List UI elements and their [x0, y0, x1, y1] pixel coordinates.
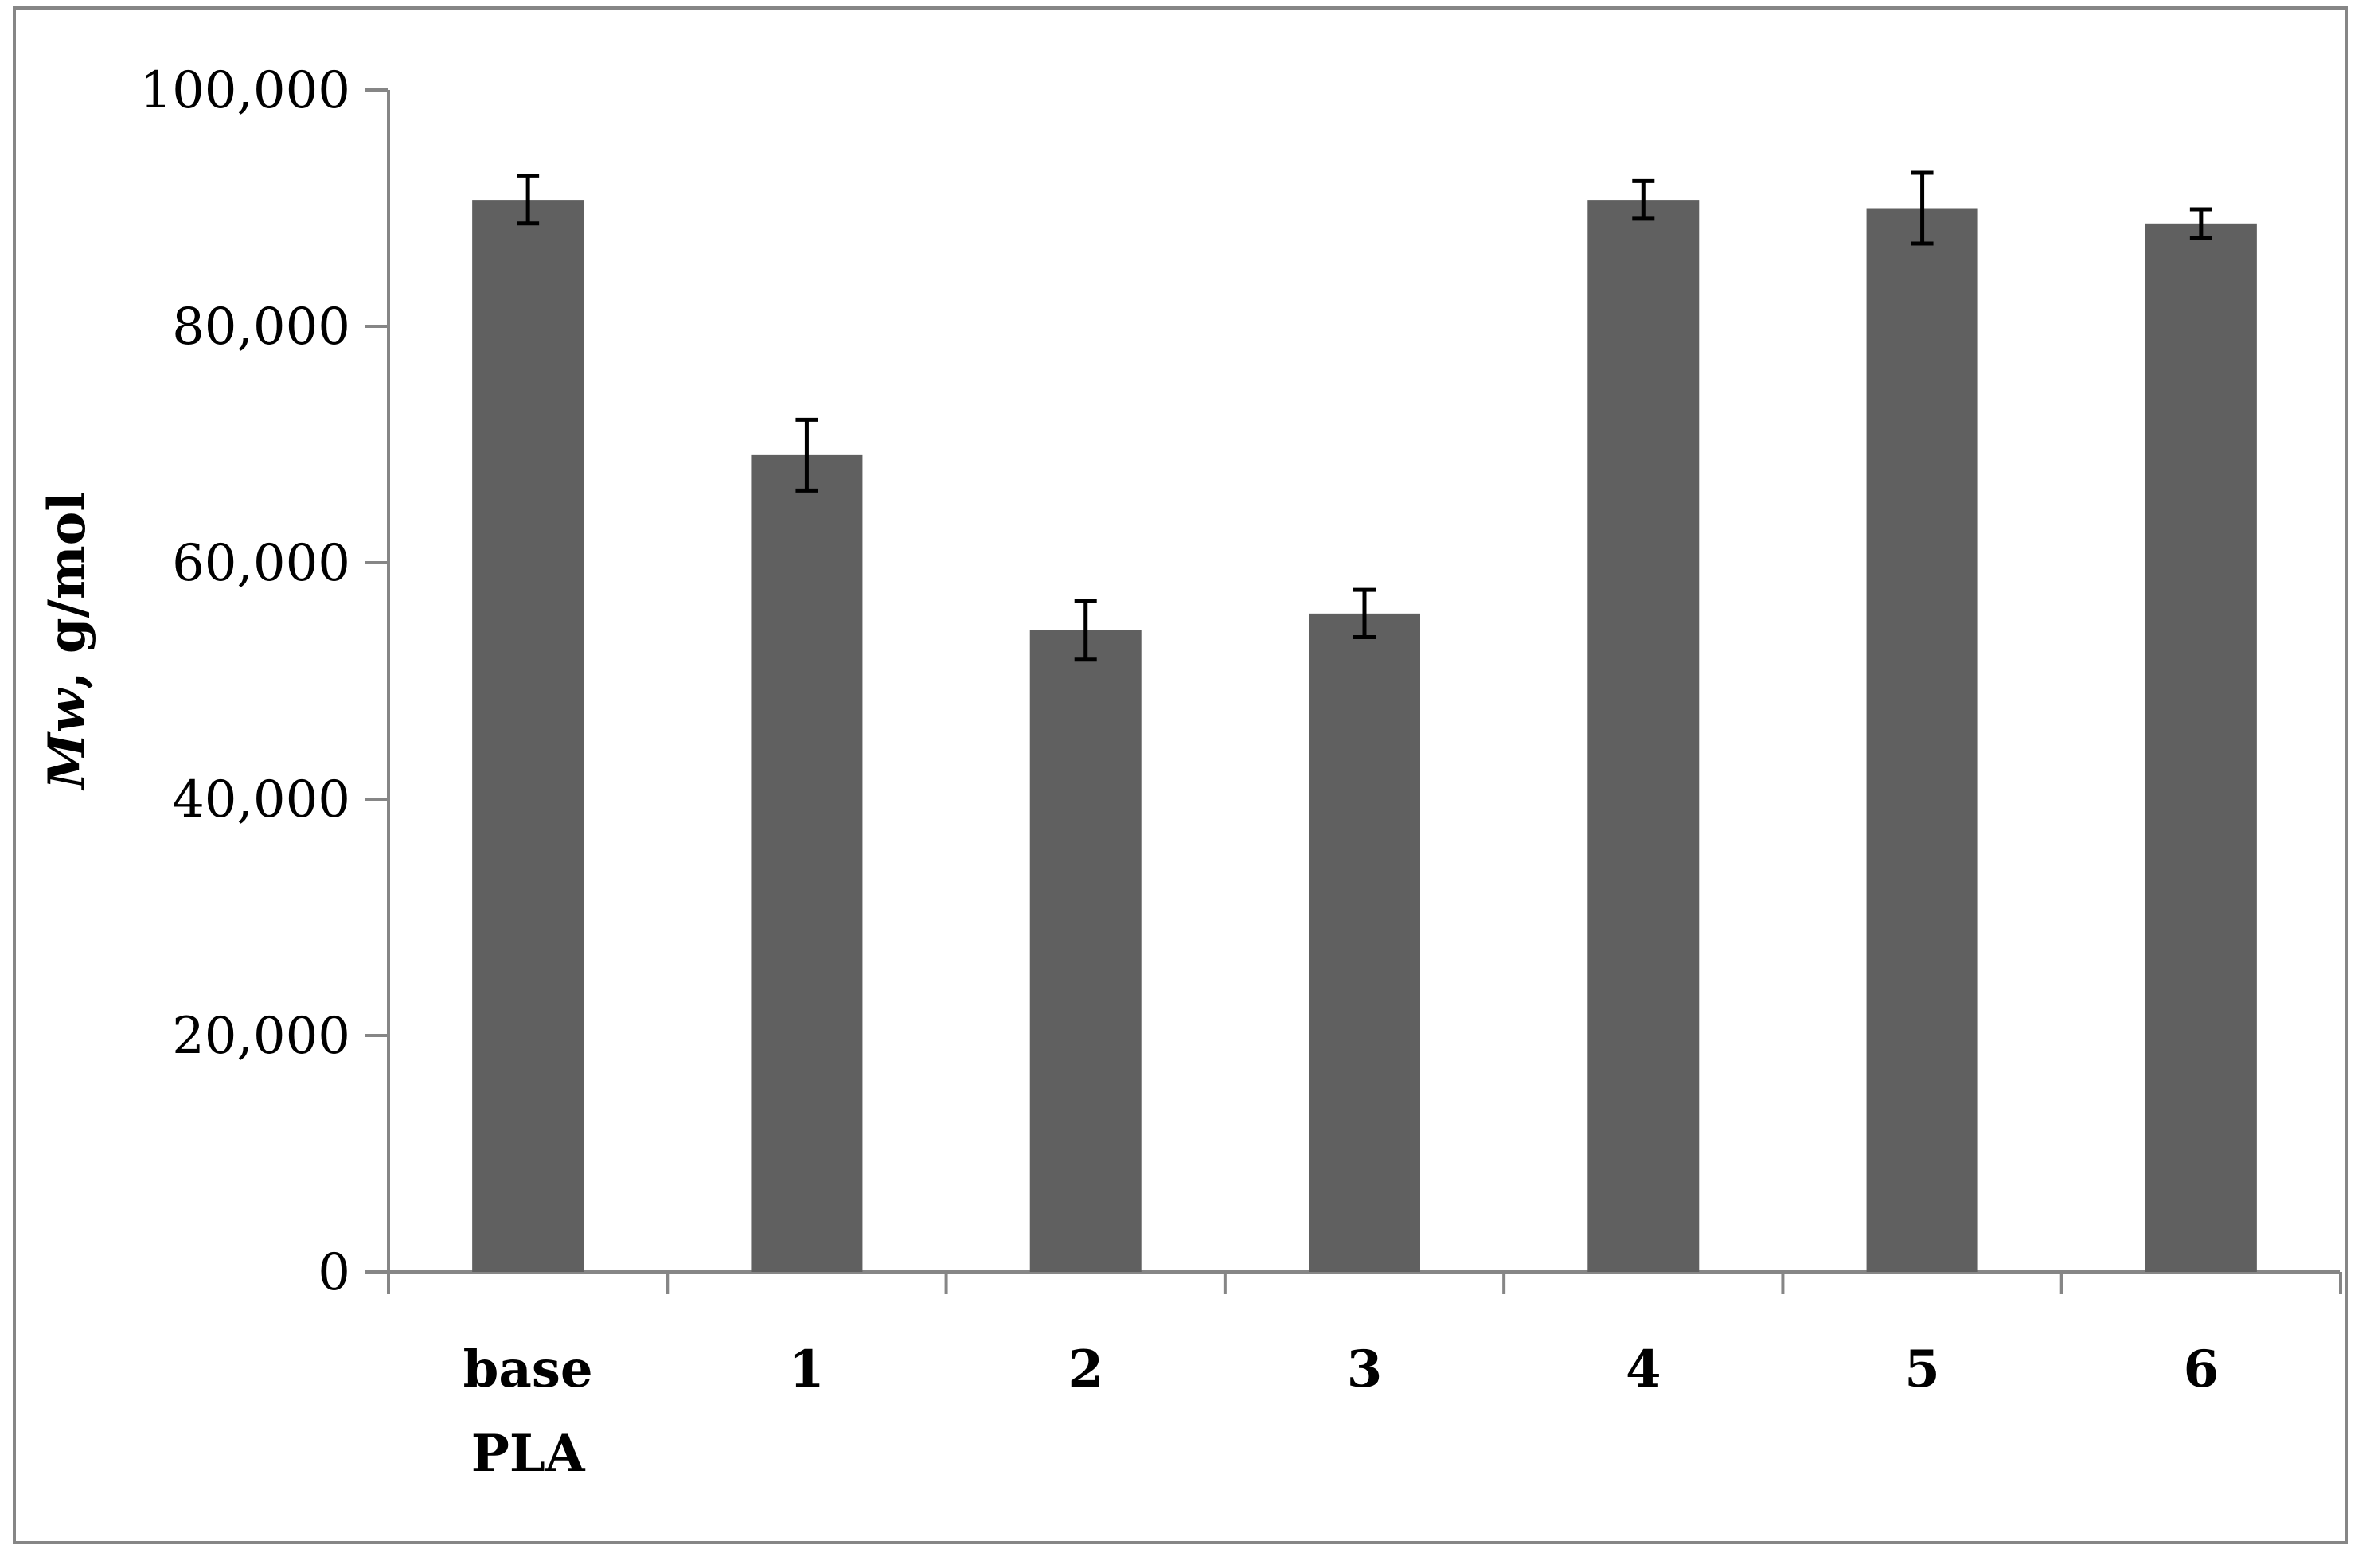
bar [1029, 630, 1142, 1272]
bar [2145, 223, 2257, 1273]
bar [1587, 200, 1700, 1273]
x-category-label: 4 [1626, 1340, 1661, 1399]
error-bar [1911, 170, 1934, 246]
bar [751, 454, 863, 1272]
x-category-label: 3 [1347, 1340, 1383, 1399]
x-category-label: base [463, 1340, 593, 1399]
y-axis-title: Mw, g/mol [37, 492, 97, 790]
error-bar [517, 174, 540, 226]
y-tick-label: 0 [318, 1243, 350, 1302]
bar [1309, 613, 1420, 1272]
labels: 0 20,000 40,000 60,000 80,000 100,000 base PLA 1… [139, 61, 2219, 1484]
y-tick-label: 40,000 [172, 770, 350, 829]
x-category-label: 1 [789, 1340, 825, 1399]
y-tick-label: 100,000 [139, 61, 350, 120]
error-bars [517, 170, 2212, 662]
y-tick-label: 80,000 [172, 298, 350, 357]
x-category-label: PLA [471, 1424, 586, 1484]
error-bar [1632, 178, 1655, 221]
error-bar [1353, 587, 1376, 640]
y-tick-label: 60,000 [172, 534, 350, 593]
error-bar [2189, 207, 2212, 240]
y-tick-label: 20,000 [172, 1007, 350, 1066]
y-axis-title-rest: , g/mol [37, 492, 97, 688]
y-axis-title-italic: Mw [37, 688, 97, 791]
bars [472, 200, 2257, 1273]
error-bar [795, 417, 818, 493]
x-category-label: 5 [1904, 1340, 1940, 1399]
x-category-label: 6 [2184, 1340, 2219, 1399]
x-category-label: 2 [1068, 1340, 1103, 1399]
error-bar [1074, 599, 1097, 662]
bar [472, 200, 584, 1273]
chart-border [13, 6, 2348, 1544]
bar [1866, 208, 1978, 1272]
